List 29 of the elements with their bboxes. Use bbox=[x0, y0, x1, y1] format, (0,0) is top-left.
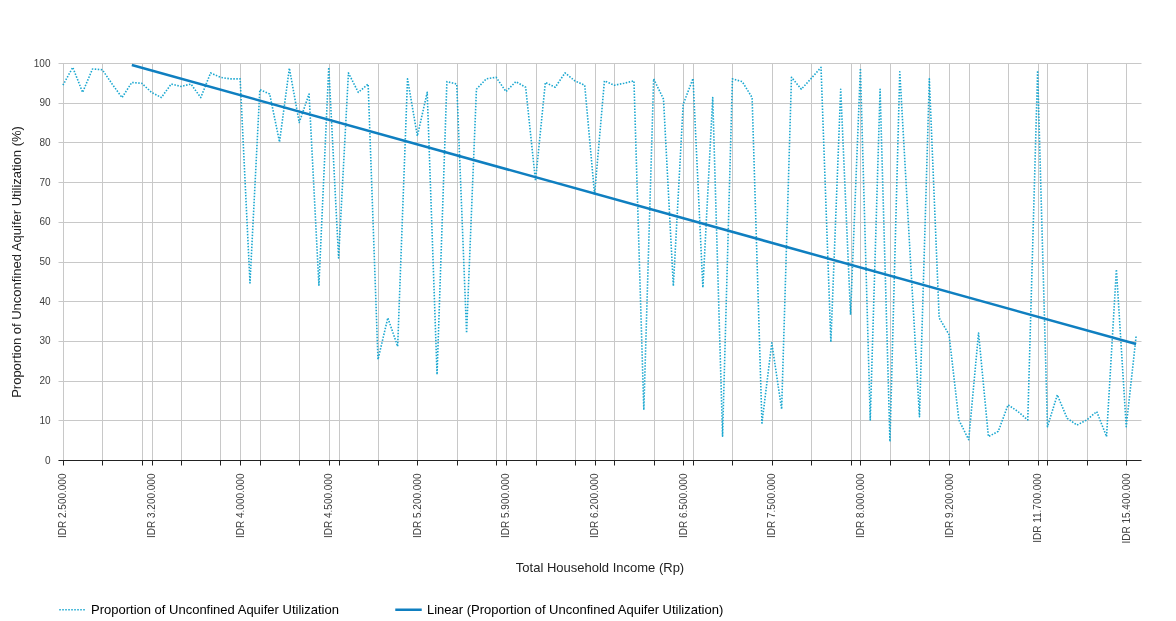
legend-label: Linear (Proportion of Unconfined Aquifer Utilization) bbox=[427, 601, 724, 617]
x-tick-label: IDR 2.500.000 bbox=[57, 473, 69, 538]
legend-label: Proportion of Unconfined Aquifer Utilization bbox=[91, 601, 339, 617]
y-tick-label: 50 bbox=[39, 256, 51, 267]
y-tick-label: 0 bbox=[44, 454, 51, 466]
x-tick-label: IDR 6.200.000 bbox=[589, 473, 601, 538]
x-tick-label: IDR 15.400.000 bbox=[1120, 473, 1132, 544]
x-tick-label: IDR 4.000.000 bbox=[234, 473, 246, 538]
y-tick-label: 40 bbox=[39, 295, 51, 307]
x-axis-title: Total Household Income (Rp) bbox=[515, 559, 685, 575]
y-axis-title: Proportion of Unconfined Aquifer Utilization (%) bbox=[8, 126, 24, 398]
x-tick-label: IDR 6.500.000 bbox=[677, 473, 689, 538]
x-tick-label: IDR 9.200.000 bbox=[943, 473, 955, 538]
x-tick-label: IDR 11.700.000 bbox=[1032, 473, 1044, 543]
x-tick-label: IDR 4.500.000 bbox=[323, 473, 335, 538]
y-tick-label: 20 bbox=[39, 375, 51, 387]
line-series bbox=[62, 66, 1137, 443]
x-tick-label: IDR 5.200.000 bbox=[411, 473, 423, 538]
y-tick-label: 80 bbox=[39, 136, 51, 148]
x-tick-label: IDR 8.000.000 bbox=[854, 473, 866, 538]
x-tick-label: IDR 5.900.000 bbox=[500, 473, 512, 538]
y-tick-label: 90 bbox=[39, 97, 51, 109]
x-tick-label: IDR 3.200.000 bbox=[146, 473, 158, 538]
y-tick-label: 10 bbox=[39, 414, 51, 426]
x-tick-label: IDR 7.500.000 bbox=[766, 473, 778, 538]
y-tick-label: 100 bbox=[33, 57, 51, 69]
y-tick-label: 70 bbox=[39, 176, 51, 188]
y-tick-label: 60 bbox=[39, 216, 51, 228]
y-tick-label: 30 bbox=[39, 335, 51, 347]
